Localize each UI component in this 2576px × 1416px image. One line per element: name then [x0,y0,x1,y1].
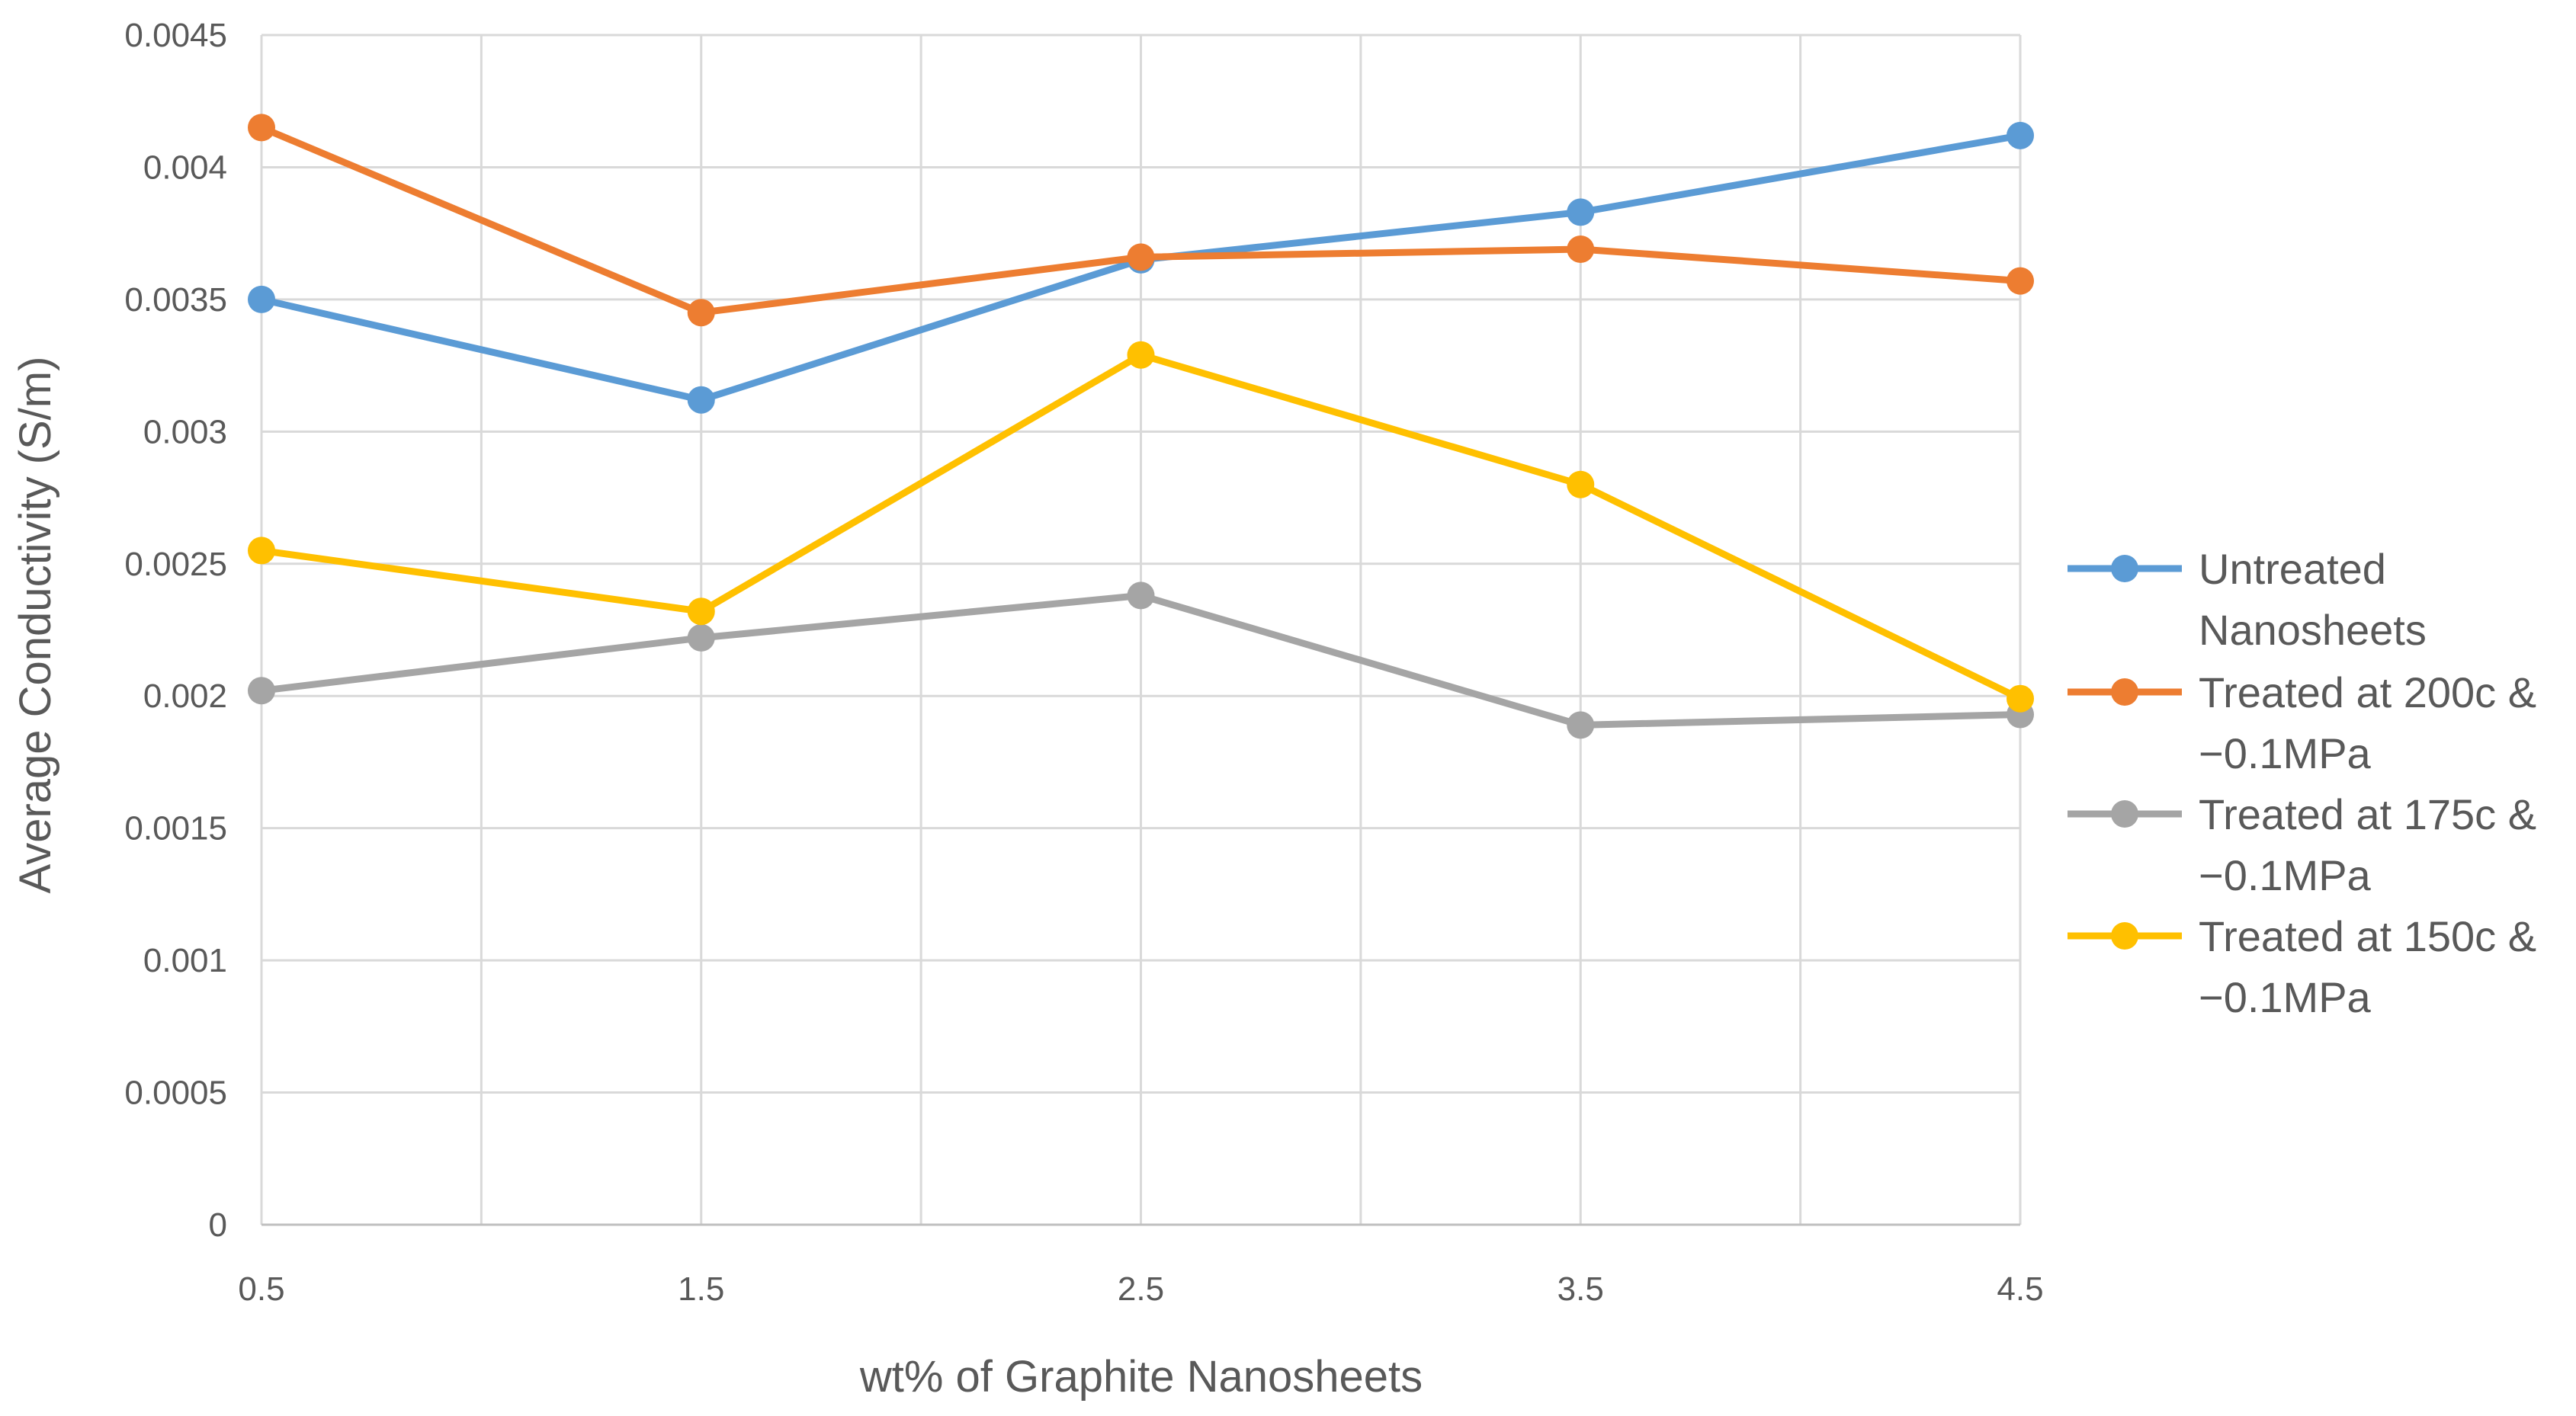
data-point [248,285,275,313]
x-tick-label: 4.5 [1997,1270,2043,1308]
data-point [687,597,715,626]
data-point [248,114,275,142]
y-tick-label: 0.002 [143,678,227,715]
data-point [2007,684,2034,713]
data-point [1567,235,1595,263]
y-axis-title: Average Conductivity (S/m) [11,357,60,894]
y-tick-label: 0.003 [143,413,227,450]
data-point [1567,470,1595,498]
data-point [1127,243,1155,271]
legend-label: Treated at 200c & [2199,668,2536,716]
legend-marker [2111,922,2138,950]
legend-label: −0.1MPa [2199,729,2372,777]
legend-label: −0.1MPa [2199,973,2372,1021]
data-point [1127,341,1155,369]
data-point [687,299,715,327]
x-tick-label: 0.5 [238,1270,284,1308]
data-point [1567,711,1595,739]
y-tick-label: 0.0045 [124,17,227,54]
x-tick-label: 1.5 [678,1270,724,1308]
legend-entry: Treated at 200c & −0.1MPa [2068,668,2536,777]
y-axis-ticks: 0 0.0005 0.001 0.0015 0.002 0.0025 0.003 0.0035… [124,17,227,1244]
gridlines [260,34,2022,1226]
x-tick-label: 3.5 [1557,1270,1604,1308]
plot-series [248,114,2034,739]
data-point [1127,581,1155,610]
legend-entry: Untreated Nanosheets [2068,545,2427,654]
y-tick-label: 0.004 [143,149,227,186]
legend-label: −0.1MPa [2199,851,2372,899]
legend-label: Nanosheets [2199,606,2427,654]
data-point [2007,121,2034,149]
legend-marker [2111,678,2138,706]
data-point [2007,267,2034,295]
y-tick-label: 0.0025 [124,546,227,583]
legend-marker [2111,555,2138,582]
series-3 [248,341,2034,713]
x-tick-label: 2.5 [1118,1270,1164,1308]
legend-marker [2111,800,2138,828]
x-axis-title: wt% of Graphite Nanosheets [859,1352,1423,1402]
legend-label: Untreated [2199,545,2386,593]
y-tick-label: 0.0035 [124,281,227,319]
data-point [248,537,275,565]
legend-label: Treated at 175c & [2199,790,2536,838]
legend-entry: Treated at 175c & −0.1MPa [2068,790,2536,899]
data-point [687,623,715,652]
x-axis-ticks: 0.5 1.5 2.5 3.5 4.5 [238,1270,2043,1308]
legend-label: Treated at 150c & [2199,912,2536,960]
y-tick-label: 0.0005 [124,1075,227,1112]
data-point [1567,198,1595,226]
data-point [248,677,275,705]
legend: Untreated Nanosheets Treated at 200c & −0.1… [2068,545,2536,1021]
y-tick-label: 0.0015 [124,810,227,847]
legend-entry: Treated at 150c & −0.1MPa [2068,912,2536,1021]
y-tick-label: 0 [209,1206,227,1244]
y-tick-label: 0.001 [143,942,227,979]
data-point [687,386,715,414]
series-1 [248,114,2034,327]
